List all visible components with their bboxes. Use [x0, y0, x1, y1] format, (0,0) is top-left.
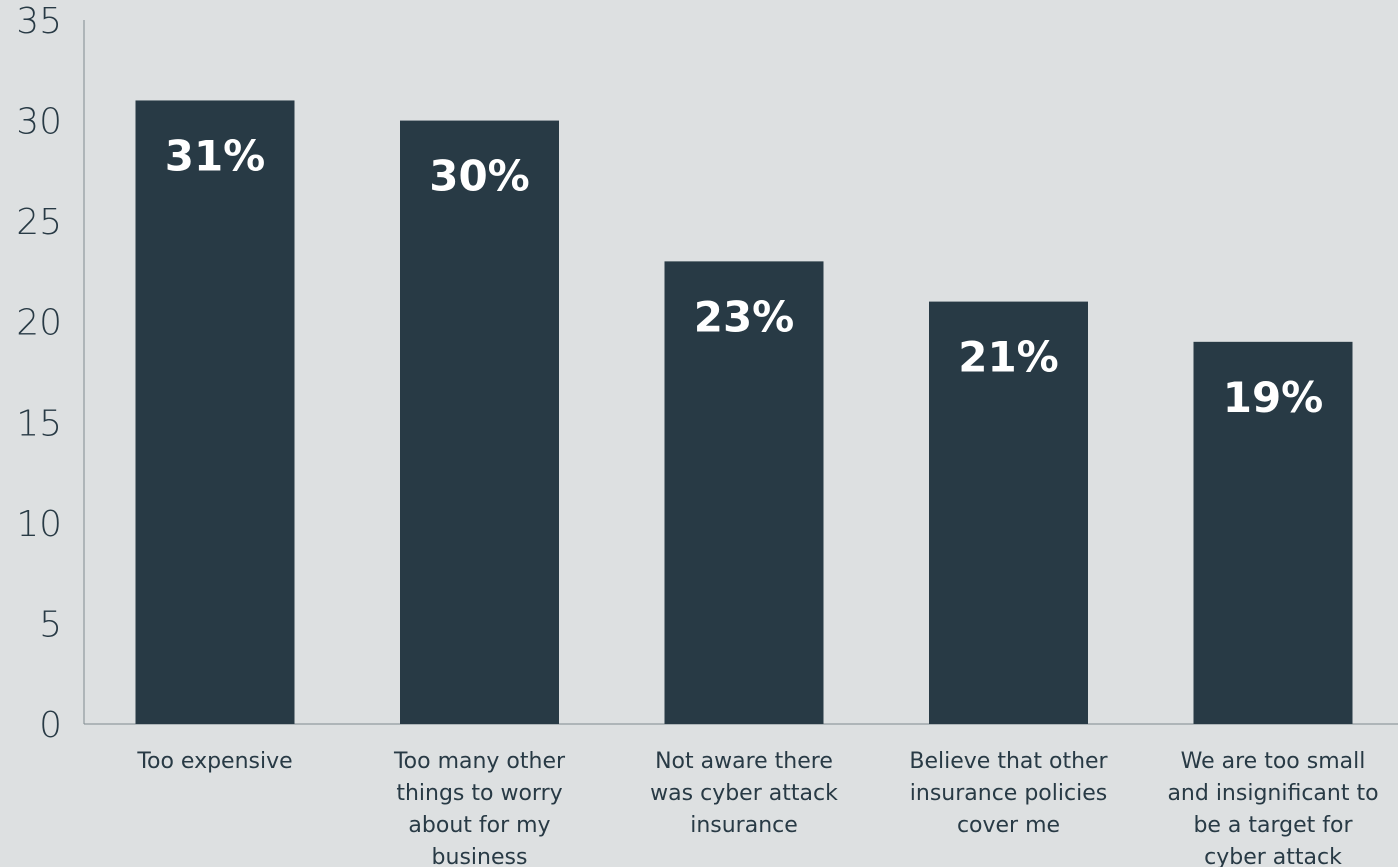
bar: [135, 100, 295, 724]
bar-value-label: 31%: [165, 131, 266, 180]
category-label: and insignificant to: [1167, 781, 1378, 806]
y-tick-label: 5: [39, 604, 62, 645]
category-label: Believe that other: [909, 749, 1108, 774]
bar: [929, 301, 1088, 724]
category-label: insurance policies: [910, 781, 1107, 806]
bar: [400, 120, 559, 725]
bar: [664, 261, 824, 724]
y-tick-labels: 0 5 10 15 20 25 30 35: [16, 1, 62, 746]
bar: [1193, 341, 1353, 724]
y-tick-label: 15: [16, 403, 62, 444]
y-tick-label: 25: [16, 202, 62, 243]
category-labels: Too expensive Too many other things to wor…: [136, 749, 1378, 867]
category-label: cyber attack: [1204, 845, 1342, 867]
category-label: We are too small: [1181, 749, 1366, 774]
bar-value-label: 19%: [1223, 373, 1324, 422]
y-tick-label: 10: [16, 504, 62, 545]
category-label: Too many other: [393, 749, 566, 774]
value-labels: 31% 30% 23% 21% 19%: [165, 131, 1324, 421]
category-label: cover me: [957, 813, 1060, 838]
y-tick-label: 0: [39, 705, 62, 746]
category-label: things to worry: [396, 781, 562, 806]
y-tick-label: 30: [16, 102, 62, 143]
bar-value-label: 21%: [958, 333, 1059, 382]
category-label: business: [432, 845, 528, 867]
bar-value-label: 23%: [694, 292, 795, 341]
category-label: be a target for: [1193, 813, 1353, 838]
category-label: Too expensive: [136, 749, 292, 774]
y-tick-label: 35: [16, 1, 62, 42]
category-label: was cyber attack: [650, 781, 838, 806]
bars: [135, 100, 1353, 725]
category-label: about for my: [408, 813, 550, 838]
category-label: insurance: [690, 813, 798, 838]
bar-value-label: 30%: [429, 152, 530, 201]
category-label: Not aware there: [655, 749, 833, 774]
y-tick-label: 20: [16, 303, 62, 344]
